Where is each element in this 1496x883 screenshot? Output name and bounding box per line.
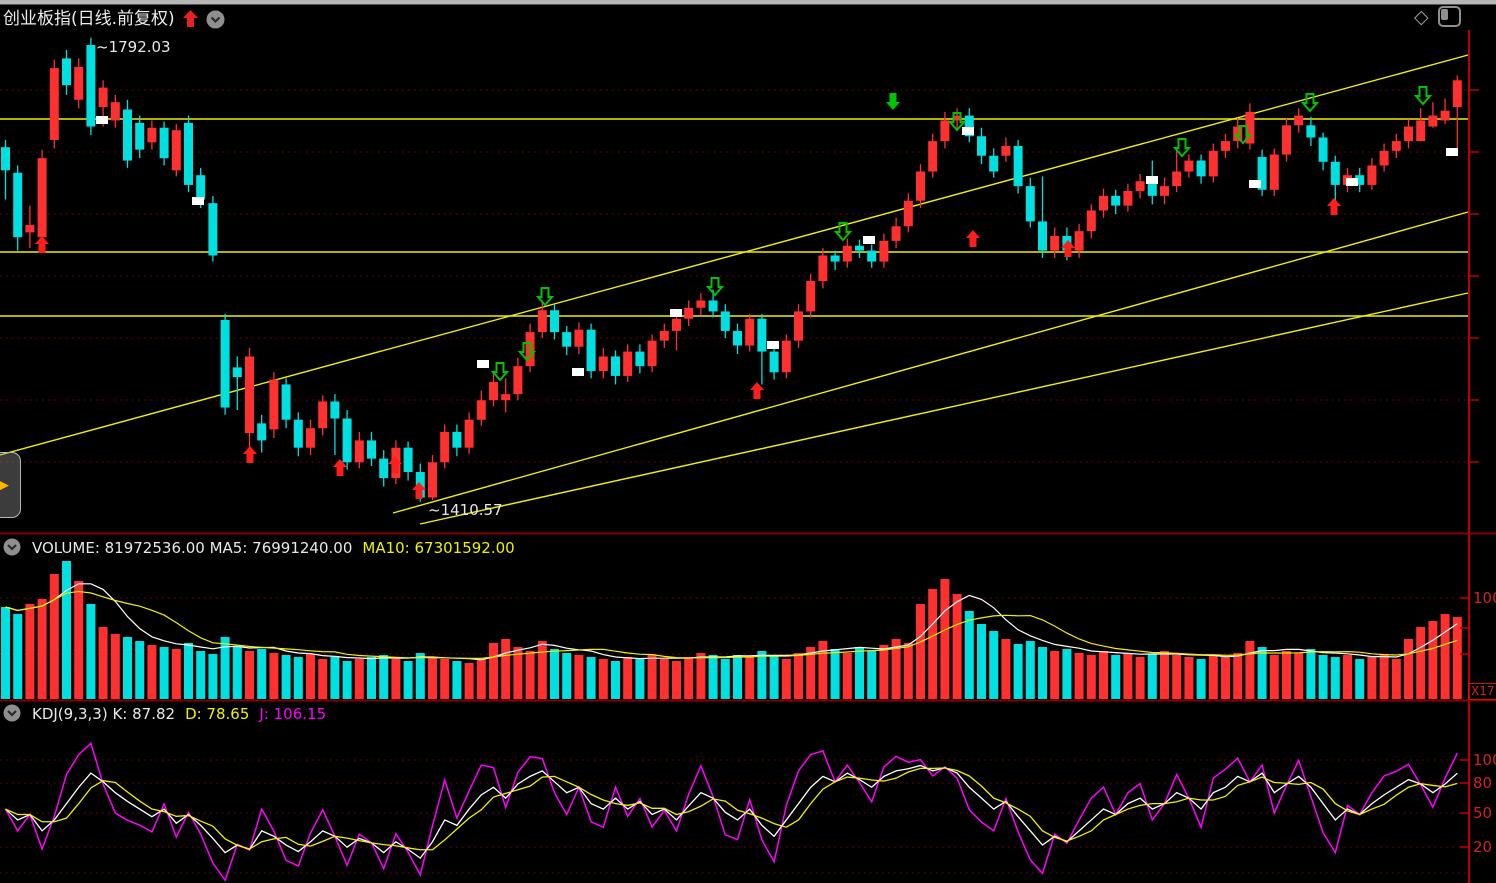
volume-chart[interactable] — [0, 561, 1468, 699]
volume-values: VOLUME: 81972536.00 MA5: 76991240.00 — [32, 538, 353, 557]
chevron-down-icon[interactable] — [206, 10, 225, 29]
right-axis — [0, 30, 1496, 883]
volume-ma10-value: MA10: 67301592.00 — [362, 538, 515, 557]
chart-title: 创业板指(日线.前复权) — [3, 9, 175, 29]
diamond-icon[interactable]: ◇ — [1414, 5, 1429, 28]
volume-axis-label: 100000000 — [1473, 589, 1496, 607]
chart-title-bar: 创业板指(日线.前复权) — [3, 8, 225, 30]
side-panel-expander[interactable]: ▶ — [0, 452, 21, 518]
kdj-tick-100: 100 — [1473, 751, 1496, 769]
split-layout-icon[interactable] — [1437, 6, 1461, 27]
volume-collapse-chevron-icon[interactable] — [3, 538, 22, 557]
split-layout-fill — [1440, 9, 1448, 20]
low-price-label: ~1410.57 — [428, 501, 503, 519]
kdj-chart[interactable] — [0, 741, 1468, 882]
kdj-collapse-chevron-icon[interactable] — [3, 704, 22, 723]
high-price-label: ~1792.03 — [96, 38, 171, 56]
window-tools: ◇ — [1414, 6, 1461, 27]
kdj-k-value: KDJ(9,3,3) K: 87.82 — [32, 704, 176, 723]
trend-up-arrow-icon[interactable] — [182, 10, 198, 28]
kdj-tick-80: 80 — [1473, 774, 1493, 792]
period-corner-label: X17 — [1468, 683, 1496, 700]
kdj-j-value: J: 106.15 — [259, 704, 327, 723]
window-top-edge — [0, 0, 1496, 5]
kdj-d-value: D: 78.65 — [185, 704, 250, 723]
kdj-header: KDJ(9,3,3) K: 87.82 D: 78.65 J: 106.15 — [3, 704, 326, 723]
kdj-tick-20: 20 — [1473, 838, 1493, 856]
expand-right-arrow-icon: ▶ — [0, 477, 9, 493]
kdj-tick-50: 50 — [1473, 804, 1493, 822]
main-price-chart[interactable] — [0, 37, 1469, 525]
volume-header: VOLUME: 81972536.00 MA5: 76991240.00 MA1… — [3, 538, 515, 557]
